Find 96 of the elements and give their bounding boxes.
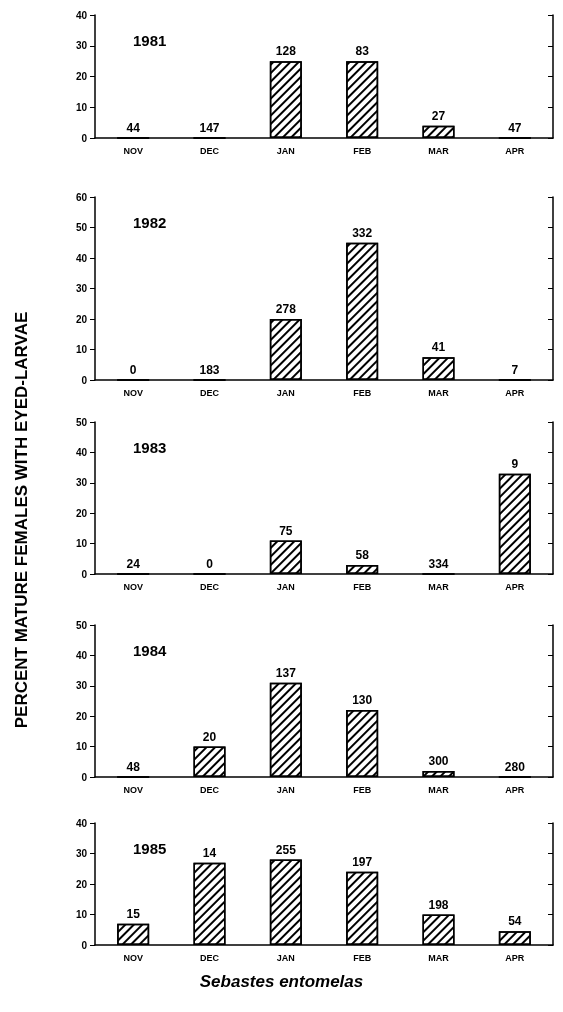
- x-tick-label: JAN: [276, 581, 295, 592]
- y-tick-label: 30: [75, 40, 88, 52]
- annotation: 54: [508, 914, 522, 929]
- annotation: 183: [199, 363, 220, 377]
- y-tick-label: 10: [75, 101, 88, 113]
- y-tick-label: 0: [81, 939, 88, 951]
- annotation: 7: [511, 363, 519, 377]
- y-tick-label: 30: [75, 848, 88, 859]
- annotation: 332: [352, 225, 373, 240]
- annotation: 27: [431, 108, 446, 123]
- y-tick-label: 10: [75, 909, 88, 920]
- y-tick-label: 40: [75, 649, 88, 661]
- x-tick-label: APR: [505, 952, 525, 963]
- annotation: 137: [275, 665, 297, 680]
- annotation: 255: [275, 842, 297, 857]
- y-tick-label: 10: [75, 344, 88, 355]
- x-tick-label: APR: [505, 387, 525, 398]
- x-tick-label: NOV: [123, 145, 143, 156]
- annotation: 198: [428, 897, 449, 912]
- annotation: 14: [202, 845, 217, 860]
- annotation: 130: [352, 693, 373, 708]
- annotation: 334: [428, 557, 449, 571]
- x-tick-label: MAR: [428, 784, 450, 795]
- y-tick-label: 10: [75, 538, 88, 550]
- y-tick-label: 20: [75, 710, 88, 722]
- annotation: 278: [275, 302, 297, 316]
- annotation: 147: [199, 121, 220, 135]
- annotation: 44: [126, 121, 141, 135]
- x-tick-label: APR: [505, 784, 525, 795]
- x-tick-label: APR: [505, 581, 525, 592]
- annotation: 75: [279, 523, 293, 538]
- annotation: 0: [206, 557, 214, 571]
- annotation: 197: [352, 854, 373, 869]
- x-tick-label: MAR: [428, 387, 450, 398]
- x-tick-label: FEB: [353, 581, 372, 592]
- y-tick-label: 10: [75, 741, 88, 753]
- annotation: 128: [275, 44, 297, 59]
- x-tick-label: FEB: [353, 145, 372, 156]
- annotation: 48: [126, 760, 141, 774]
- x-tick-label: MAR: [428, 581, 450, 592]
- y-tick-label: 30: [75, 283, 88, 294]
- y-tick-label: 30: [75, 477, 88, 489]
- x-tick-label: JAN: [276, 145, 295, 156]
- x-tick-label: FEB: [353, 952, 372, 963]
- x-axis-title: Sebastes entomelas: [198, 972, 365, 992]
- y-tick-label: 20: [75, 878, 88, 890]
- y-tick-label: 0: [81, 568, 88, 580]
- y-tick-label: 40: [75, 9, 88, 21]
- y-tick-label: 20: [75, 507, 88, 519]
- y-tick-label: 40: [75, 817, 88, 829]
- text: 1981: [133, 32, 167, 49]
- x-tick-label: JAN: [276, 952, 295, 963]
- text: 1985: [133, 840, 167, 857]
- x-tick-label: JAN: [276, 784, 295, 795]
- annotation: 20: [202, 729, 217, 744]
- x-tick-label: APR: [505, 145, 525, 156]
- annotation: 41: [431, 340, 446, 355]
- text: 1983: [133, 439, 167, 456]
- x-tick-label: DEC: [199, 145, 220, 156]
- x-tick-label: DEC: [199, 581, 220, 592]
- y-tick-label: 40: [75, 252, 88, 264]
- annotation: 9: [511, 456, 519, 471]
- x-tick-label: FEB: [353, 387, 372, 398]
- y-tick-label: 50: [75, 222, 88, 233]
- annotation: 280: [504, 760, 526, 774]
- y-tick-label: 0: [81, 132, 88, 144]
- y-axis-title: PERCENT MATURE FEMALES WITH EYED-LARVAE: [12, 311, 32, 729]
- y-tick-label: 0: [81, 374, 88, 386]
- annotation: 24: [126, 557, 141, 571]
- x-tick-label: DEC: [199, 784, 220, 795]
- annotation: 15: [126, 906, 141, 921]
- annotation: 0: [129, 363, 137, 377]
- x-tick-label: NOV: [123, 784, 143, 795]
- x-tick-label: DEC: [199, 387, 220, 398]
- y-tick-label: 50: [75, 416, 88, 428]
- x-tick-label: FEB: [353, 784, 372, 795]
- x-tick-label: NOV: [123, 581, 143, 592]
- x-tick-label: MAR: [428, 952, 450, 963]
- y-tick-label: 50: [75, 619, 88, 631]
- x-tick-label: MAR: [428, 145, 450, 156]
- y-tick-label: 0: [81, 771, 88, 783]
- y-tick-label: 20: [75, 313, 88, 325]
- text: 1984: [133, 642, 168, 659]
- y-tick-label: 20: [75, 71, 88, 82]
- x-tick-label: DEC: [199, 952, 220, 963]
- annotation: 83: [355, 44, 370, 59]
- annotation: 47: [508, 121, 522, 135]
- y-tick-label: 40: [75, 446, 88, 458]
- x-tick-label: NOV: [123, 387, 143, 398]
- annotation: 300: [428, 753, 449, 768]
- x-tick-label: NOV: [123, 952, 143, 963]
- annotation: 58: [355, 547, 370, 562]
- y-tick-label: 30: [75, 680, 88, 692]
- y-tick-label: 60: [75, 191, 88, 203]
- text: 1982: [133, 214, 167, 231]
- x-tick-label: JAN: [276, 387, 295, 398]
